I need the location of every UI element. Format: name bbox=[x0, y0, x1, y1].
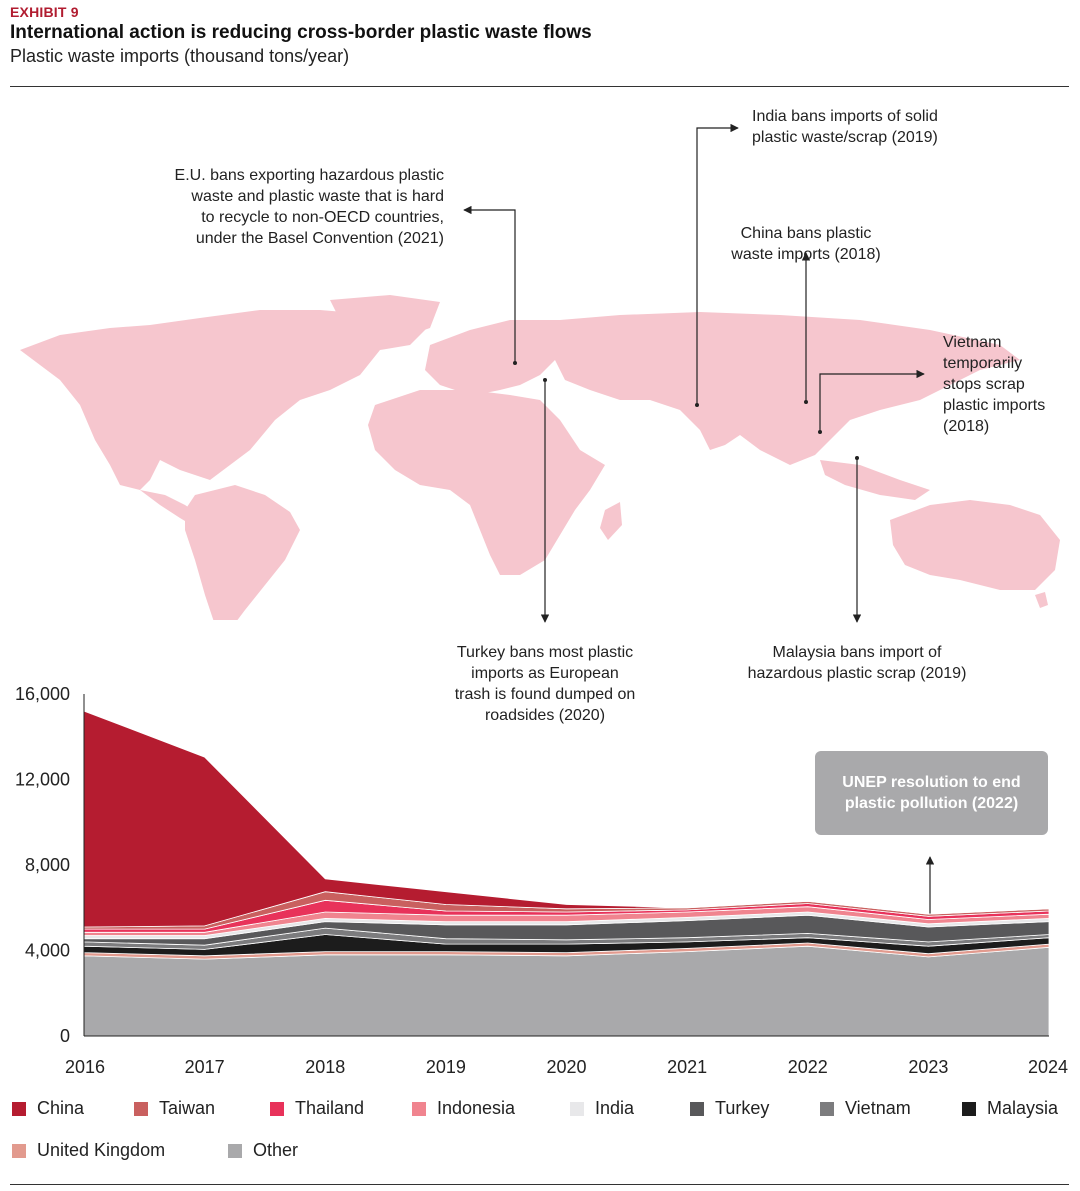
china-marker-dot bbox=[804, 400, 808, 404]
legend-label: Turkey bbox=[715, 1098, 770, 1118]
legend-item-united-kingdom: United Kingdom bbox=[12, 1140, 165, 1161]
y-tick-label: 12,000 bbox=[15, 770, 70, 790]
x-tick-label: 2019 bbox=[426, 1057, 466, 1077]
map-europe bbox=[425, 320, 570, 395]
x-tick-label: 2018 bbox=[305, 1057, 345, 1077]
legend-item-other: Other bbox=[228, 1140, 298, 1161]
area-series-china bbox=[83, 710, 1050, 928]
malaysia-marker-dot bbox=[855, 456, 859, 460]
legend-swatch bbox=[134, 1101, 148, 1116]
legend-label: Malaysia bbox=[987, 1098, 1059, 1118]
legend-label: Other bbox=[253, 1140, 299, 1160]
legend-item-vietnam: Vietnam bbox=[820, 1098, 911, 1119]
x-tick-label: 2020 bbox=[546, 1057, 586, 1077]
top-divider bbox=[10, 86, 1069, 87]
annotation-unep: UNEP resolution to end plastic pollution … bbox=[815, 751, 1048, 835]
x-tick-label: 2024 bbox=[1028, 1057, 1068, 1077]
stacked-area-chart: 0 4,000 8,000 12,000 16,000 2016 2017 2018 2019… bbox=[15, 684, 1068, 1077]
legend-item-malaysia: Malaysia bbox=[962, 1098, 1058, 1119]
x-tick-label: 2016 bbox=[65, 1057, 105, 1077]
legend-swatch bbox=[228, 1143, 242, 1158]
area-series-other bbox=[83, 945, 1050, 1037]
legend-item-turkey: Turkey bbox=[690, 1098, 769, 1119]
india-connector bbox=[696, 123, 739, 405]
annotation-eu: E.U. bans exporting hazardous plastic was… bbox=[174, 167, 444, 247]
legend-swatch bbox=[412, 1101, 426, 1116]
x-tick-label: 2021 bbox=[667, 1057, 707, 1077]
legend-item-india: India bbox=[570, 1098, 634, 1119]
y-tick-label: 4,000 bbox=[25, 941, 70, 961]
legend-swatch bbox=[270, 1101, 284, 1116]
legend-label: China bbox=[37, 1098, 85, 1118]
map-greenland bbox=[330, 295, 440, 340]
annotation-turkey: Turkey bans most plastic imports as Europ… bbox=[454, 644, 636, 724]
map-asia bbox=[555, 312, 1020, 465]
legend-item-taiwan: Taiwan bbox=[134, 1098, 215, 1119]
y-tick-label: 8,000 bbox=[25, 855, 70, 875]
annotation-malaysia: Malaysia bans import of hazardous plastic… bbox=[747, 644, 967, 682]
legend-label: Taiwan bbox=[159, 1098, 216, 1118]
annotation-india: India bans imports of solid plastic waste… bbox=[752, 108, 938, 146]
exhibit-label: EXHIBIT 9 bbox=[10, 4, 79, 20]
map-japan bbox=[880, 370, 900, 405]
legend-item-china: China bbox=[12, 1098, 84, 1119]
legend-item-thailand: Thailand bbox=[270, 1098, 364, 1119]
legend-label: Thailand bbox=[295, 1098, 365, 1118]
legend-swatch bbox=[570, 1101, 584, 1116]
legend-swatch bbox=[820, 1101, 834, 1116]
legend-item-indonesia: Indonesia bbox=[412, 1098, 515, 1119]
annotation-china: China bans plastic waste imports (2018) bbox=[731, 225, 881, 263]
map-australia bbox=[890, 500, 1060, 590]
turkey-marker-dot bbox=[543, 378, 547, 382]
world-map bbox=[20, 295, 1060, 620]
map-south-america bbox=[185, 485, 300, 620]
y-tick-label: 16,000 bbox=[15, 684, 70, 704]
x-tick-label: 2023 bbox=[908, 1057, 948, 1077]
legend-label: India bbox=[595, 1098, 635, 1118]
eu-marker-dot bbox=[513, 361, 517, 365]
chart-subtitle: Plastic waste imports (thousand tons/yea… bbox=[10, 46, 350, 66]
map-new-zealand bbox=[1035, 592, 1048, 608]
legend-label: Indonesia bbox=[437, 1098, 516, 1118]
x-tick-label: 2022 bbox=[788, 1057, 828, 1077]
eu-connector bbox=[463, 205, 516, 363]
map-sea-islands bbox=[820, 460, 930, 500]
vietnam-connector bbox=[819, 369, 925, 432]
vietnam-marker-dot bbox=[818, 430, 822, 434]
legend-label: United Kingdom bbox=[37, 1140, 166, 1160]
y-tick-label: 0 bbox=[60, 1026, 70, 1046]
chart-title: International action is reducing cross-b… bbox=[10, 22, 592, 43]
annotation-vietnam: Vietnam temporarily stops scrap plastic im… bbox=[943, 334, 1046, 435]
bottom-divider bbox=[10, 1184, 1069, 1185]
map-madagascar bbox=[600, 502, 622, 540]
legend-swatch bbox=[962, 1101, 976, 1116]
x-tick-label: 2017 bbox=[185, 1057, 225, 1077]
legend-swatch bbox=[12, 1101, 26, 1116]
legend-swatch bbox=[690, 1101, 704, 1116]
map-africa bbox=[368, 390, 605, 575]
legend-label: Vietnam bbox=[845, 1098, 911, 1118]
india-marker-dot bbox=[695, 403, 699, 407]
legend-swatch bbox=[12, 1143, 26, 1158]
map-north-america bbox=[20, 310, 430, 490]
